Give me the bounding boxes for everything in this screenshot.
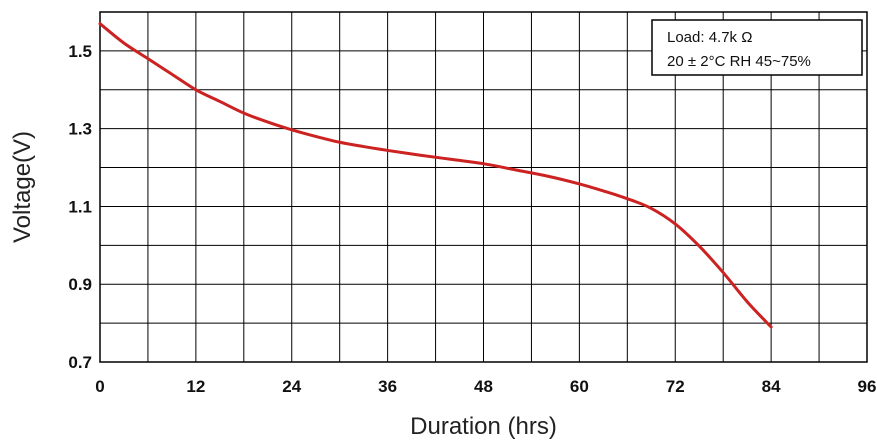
temperature-humidity-annotation: 20 ± 2°C RH 45~75% [667, 53, 811, 70]
x-tick-label: 84 [762, 377, 781, 396]
plot-frame [99, 11, 868, 363]
y-tick-label: 0.7 [68, 353, 92, 372]
discharge-curve [98, 22, 773, 329]
x-tick-label: 60 [570, 377, 589, 396]
x-tick-label: 72 [666, 377, 685, 396]
series-layer [98, 22, 773, 329]
condition-annotation: Load: 4.7k Ω 20 ± 2°C RH 45~75% [651, 19, 863, 76]
x-tick-label: 36 [378, 377, 397, 396]
y-tick-label: 1.1 [68, 197, 92, 216]
x-tick-label: 96 [858, 377, 877, 396]
y-axis-label: Voltage(V) [9, 131, 36, 243]
x-axis-label: Duration (hrs) [410, 413, 557, 440]
x-tick-label: 24 [282, 377, 301, 396]
x-tick-label: 12 [186, 377, 205, 396]
y-tick-label: 1.3 [68, 120, 92, 139]
load-annotation: Load: 4.7k Ω [667, 29, 752, 46]
annotation-box [651, 19, 863, 76]
y-tick-label: 0.9 [68, 275, 92, 294]
x-tick-label: 48 [474, 377, 493, 396]
y-tick-label: 1.5 [68, 42, 92, 61]
x-tick-labels: 0 12 24 36 48 60 72 84 96 [95, 377, 876, 396]
x-tick-label: 0 [95, 377, 104, 396]
y-tick-labels: 0.7 0.9 1.1 1.3 1.5 [68, 42, 92, 372]
